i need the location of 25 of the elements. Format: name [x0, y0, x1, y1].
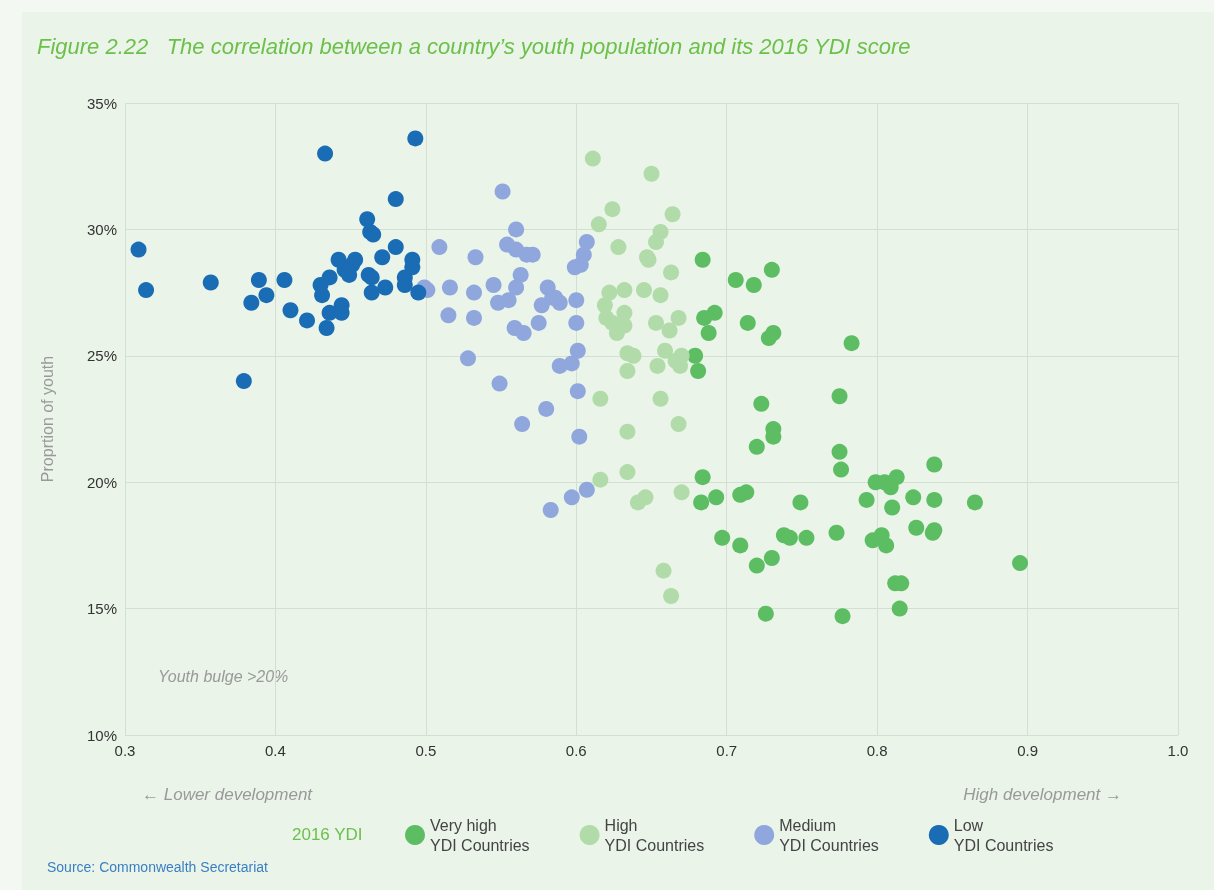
legend-label: Low YDI Countries: [953, 816, 1054, 854]
annotation: Youth bulge >20%: [158, 667, 289, 685]
legend-label: Very high YDI Countries: [430, 816, 530, 854]
y-tick-label: 20%: [86, 473, 117, 491]
x-tick-label: 1.0: [1167, 742, 1189, 759]
y-tick-label: 10%: [86, 726, 117, 744]
x-tick-label: 0.9: [1017, 742, 1038, 759]
x-tick-label: 0.4: [265, 742, 286, 759]
legend-title: 2016 YDI: [292, 825, 363, 844]
source-note: Source: Commonwealth Secretariat: [47, 859, 269, 875]
x-tick-label: 0.5: [415, 742, 437, 759]
y-tick-label: 15%: [86, 600, 117, 618]
x-tick-label: 0.8: [866, 742, 888, 759]
legend-label: High YDI Countries: [604, 816, 705, 854]
x-tick-label: 0.6: [565, 742, 587, 759]
x-tick-label: 0.7: [716, 742, 738, 759]
y-tick-label: 25%: [86, 347, 117, 365]
chart-title: Figure 2.22 The correlation between a country’s youth population and its 2016 YDI score: [37, 33, 911, 59]
text: High development →: [963, 785, 1123, 804]
legend-label: Medium YDI Countries: [779, 816, 879, 854]
y-tick-label: 30%: [86, 220, 117, 238]
x-tick-label: 0.3: [114, 742, 136, 759]
y-tick-label: 35%: [86, 94, 117, 112]
y-axis-title: Proprtion of youth: [38, 355, 56, 483]
text: ← Lower development: [142, 785, 314, 804]
